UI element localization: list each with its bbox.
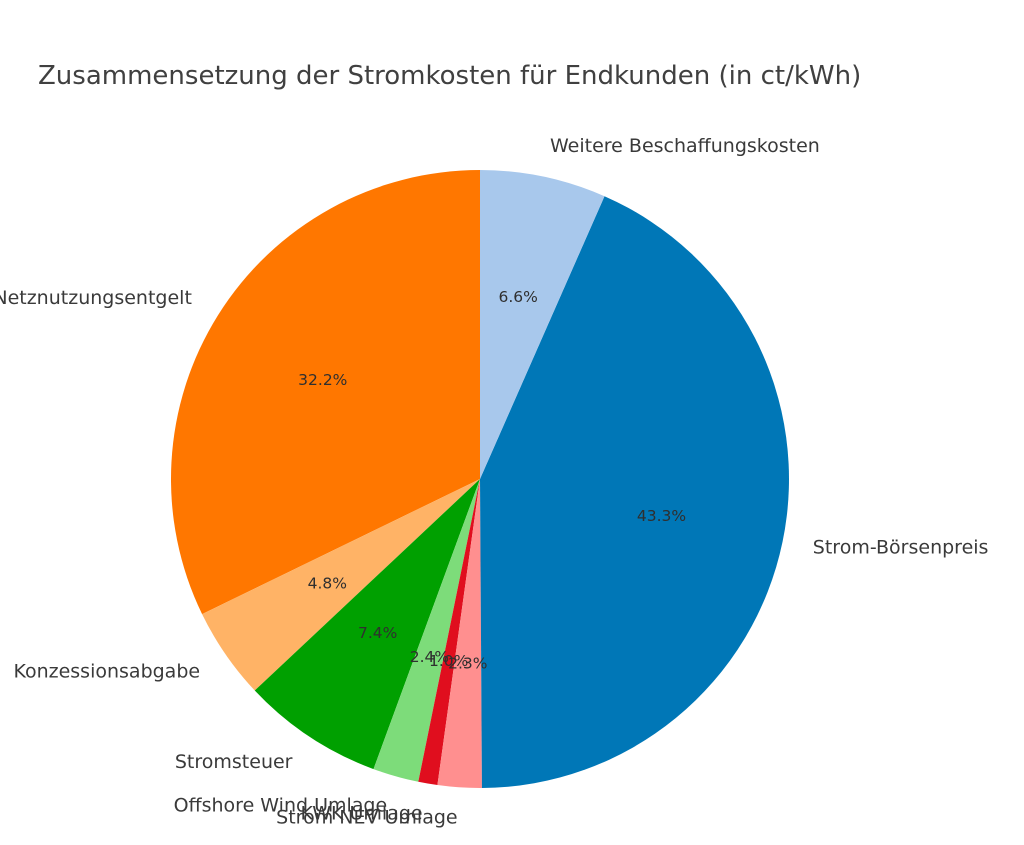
pct-label-konzessionsabgabe: 4.8% (308, 575, 347, 593)
pie-slice-strom-boersenpreis (480, 196, 789, 788)
slice-label-weitere-beschaffungskosten: Weitere Beschaffungskosten (550, 135, 820, 157)
pie-slice-netznutzungsentgelt (170, 170, 480, 615)
pct-label-offshore-wind-umlage: 2.4% (410, 648, 449, 666)
chart-title: Zusammensetzung der Stromkosten für Endk… (38, 61, 861, 91)
pie-slice-stromsteuer (254, 479, 480, 770)
pct-label-strom-boersenpreis: 43.3% (637, 507, 686, 525)
pie-slice-kwk-umlage (418, 479, 480, 786)
pie-slice-konzessionsabgabe (202, 479, 480, 691)
pct-label-weitere-beschaffungskosten: 6.6% (499, 288, 538, 306)
slice-label-offshore-wind-umlage: Offshore Wind Umlage (174, 795, 388, 817)
slice-label-netznutzungsentgelt: Netznutzungsentgelt (0, 287, 192, 309)
slice-label-strom-nev-umlage: Strom NEV Umlage (276, 807, 457, 829)
pct-label-stromsteuer: 7.4% (358, 624, 397, 642)
slice-label-konzessionsabgabe: Konzessionsabgabe (13, 660, 200, 682)
pct-label-netznutzungsentgelt: 32.2% (298, 371, 347, 389)
slice-label-strom-boersenpreis: Strom-Börsenpreis (813, 536, 989, 558)
slice-label-kwk-umlage: KWK Umlage (300, 803, 422, 825)
slice-label-stromsteuer: Stromsteuer (175, 751, 293, 773)
pct-label-strom-nev-umlage: 2.3% (448, 655, 487, 673)
labels-layer: 32.2% Netznutzungsentgelt 4.8% Konzessionsa… (0, 135, 988, 829)
pie-slice-strom-nev-umlage (437, 479, 482, 788)
pie-slice-weitere-beschaffungskosten (480, 170, 605, 479)
pct-label-kwk-umlage: 1.0% (429, 652, 468, 670)
pie-slice-offshore-wind-umlage (373, 479, 480, 782)
slices-layer (170, 170, 789, 788)
